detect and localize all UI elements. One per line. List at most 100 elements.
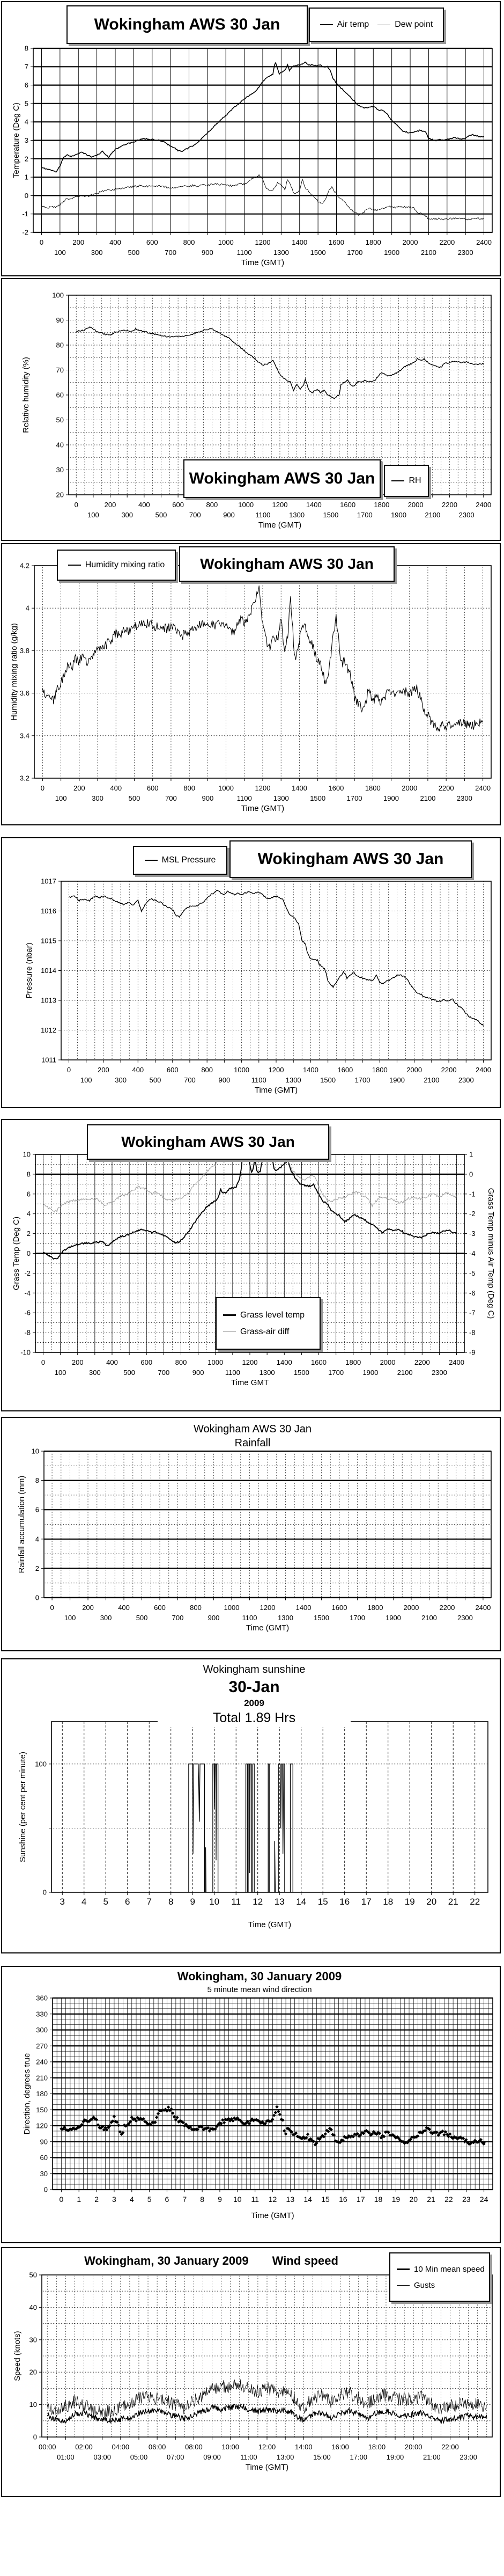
svg-text:800: 800 — [183, 784, 195, 792]
temperature-chart: 0100200300400500600700800900100011001200… — [22, 45, 493, 257]
y-axis-label: Temperature (Deg C) — [12, 103, 21, 178]
svg-text:270: 270 — [36, 2042, 48, 2050]
chart-title: Wokingham AWS 30 Jan — [87, 1124, 329, 1160]
svg-text:1400: 1400 — [292, 784, 307, 792]
svg-text:1000: 1000 — [207, 1358, 223, 1366]
svg-text:500: 500 — [136, 1614, 148, 1622]
svg-text:7: 7 — [182, 2195, 187, 2204]
svg-text:500: 500 — [123, 1368, 135, 1377]
svg-text:2000: 2000 — [403, 238, 418, 246]
svg-text:1017: 1017 — [41, 877, 56, 885]
legend-item: Gusts — [397, 2281, 435, 2290]
pressure-chart: 0 100 200 300 400 500 600 700 800 900100011001200… — [41, 877, 492, 1084]
svg-text:2300: 2300 — [457, 1614, 473, 1622]
svg-text:2300: 2300 — [458, 1076, 474, 1084]
svg-text:300: 300 — [115, 1076, 127, 1084]
x-axis-label: Time (GMT) — [241, 258, 285, 267]
svg-text:2200: 2200 — [414, 1358, 430, 1366]
svg-text:1200: 1200 — [272, 501, 288, 509]
svg-text:15:00: 15:00 — [313, 2453, 331, 2461]
svg-text:6: 6 — [125, 1897, 130, 1907]
svg-text:300: 300 — [89, 1368, 101, 1377]
svg-text:600: 600 — [167, 1066, 179, 1074]
svg-text:40: 40 — [29, 2303, 37, 2311]
svg-text:01:00: 01:00 — [57, 2453, 75, 2461]
chart-title-block: Wokingham sunshine 30-Jan 2009 Total 1.8… — [158, 1663, 351, 1727]
line-sample-icon — [223, 1314, 236, 1316]
svg-text:10: 10 — [233, 2195, 242, 2204]
svg-text:400: 400 — [138, 501, 150, 509]
svg-text:800: 800 — [183, 238, 195, 246]
svg-text:400: 400 — [106, 1358, 118, 1366]
panel-temperature: 0 100 200 300 400 500 600 700 800 900 1000 1100 1200… — [1, 1, 501, 276]
svg-text:1500: 1500 — [323, 511, 338, 519]
svg-text:-3: -3 — [469, 1230, 476, 1238]
svg-text:22: 22 — [470, 1897, 480, 1907]
svg-text:100: 100 — [64, 1614, 76, 1622]
svg-text:-2: -2 — [469, 1210, 476, 1218]
svg-text:09:00: 09:00 — [203, 2453, 221, 2461]
svg-text:0: 0 — [60, 2195, 64, 2204]
svg-text:330: 330 — [36, 2010, 48, 2018]
svg-text:11: 11 — [231, 1897, 241, 1907]
svg-text:1700: 1700 — [347, 794, 362, 802]
y-axis-label: Rainfall accumulation (mm) — [17, 1475, 26, 1574]
svg-text:900: 900 — [219, 1076, 231, 1084]
svg-text:1900: 1900 — [362, 1368, 378, 1377]
svg-text:-5: -5 — [469, 1269, 476, 1277]
svg-text:3.2: 3.2 — [20, 774, 29, 782]
svg-text:1400: 1400 — [292, 238, 307, 246]
x-axis-label: Time (GMT) — [258, 521, 302, 530]
svg-text:900: 900 — [223, 511, 235, 519]
panel-mixing-ratio: 0 100 200 300 400 500 600 700 800 900 1000 1100 1200… — [1, 543, 501, 825]
svg-text:90: 90 — [40, 2138, 48, 2146]
svg-text:9: 9 — [218, 2195, 222, 2204]
svg-text:8: 8 — [35, 1476, 39, 1484]
svg-text:-8: -8 — [469, 1329, 476, 1337]
svg-text:1800: 1800 — [345, 1358, 361, 1366]
svg-text:18: 18 — [383, 1897, 393, 1907]
svg-text:800: 800 — [206, 501, 218, 509]
line-sample-icon — [144, 860, 158, 861]
svg-text:0: 0 — [43, 1889, 47, 1897]
chart-year: 2009 — [244, 1698, 264, 1708]
svg-text:1100: 1100 — [251, 1076, 266, 1084]
panel-wind-speed: 00:00 01:00 02:00 03:00 04:00 05:00 06:00 07:00… — [1, 2247, 501, 2497]
svg-text:2300: 2300 — [457, 794, 472, 802]
svg-text:05:00: 05:00 — [130, 2453, 148, 2461]
svg-text:06:00: 06:00 — [149, 2443, 166, 2451]
svg-text:1700: 1700 — [355, 1076, 370, 1084]
chart-title: Wokingham AWS 30 Jan — [66, 5, 308, 44]
svg-text:1400: 1400 — [277, 1358, 292, 1366]
svg-text:1700: 1700 — [357, 511, 373, 519]
svg-text:11:00: 11:00 — [240, 2453, 257, 2461]
grass-temperature-chart: 0100200300400500600700800900100011001200… — [20, 1151, 476, 1377]
svg-text:19:00: 19:00 — [387, 2453, 404, 2461]
svg-text:1500: 1500 — [314, 1614, 329, 1622]
svg-text:100: 100 — [87, 511, 99, 519]
svg-text:2: 2 — [94, 2195, 99, 2204]
svg-text:08:00: 08:00 — [185, 2443, 203, 2451]
svg-text:-9: -9 — [469, 1349, 476, 1357]
svg-text:1800: 1800 — [365, 784, 381, 792]
chart-title-block: Wokingham, 30 January 2009 Wind speed — [45, 2253, 377, 2269]
svg-text:700: 700 — [172, 1614, 184, 1622]
sunshine-chart: 3 4 5 6 7 8 9 10 11 12 13 14 15 16 17 18 19 20 21 22 0 100 — [35, 1721, 488, 1907]
svg-text:1100: 1100 — [225, 1368, 240, 1377]
svg-text:1300: 1300 — [273, 248, 289, 257]
svg-text:1: 1 — [25, 173, 28, 181]
svg-text:1013: 1013 — [41, 997, 56, 1005]
svg-text:4: 4 — [25, 118, 28, 126]
legend-label: MSL Pressure — [161, 855, 216, 865]
svg-text:0: 0 — [469, 1170, 473, 1178]
svg-text:800: 800 — [175, 1358, 187, 1366]
svg-text:900: 900 — [202, 794, 213, 802]
svg-text:2100: 2100 — [421, 1614, 437, 1622]
wind-speed-chart: 00:0001:0002:0003:0004:0005:0006:0007:00… — [29, 2271, 493, 2461]
chart-title-2: Wind speed — [272, 2254, 338, 2267]
line-sample-icon — [68, 565, 81, 566]
svg-text:9: 9 — [190, 1897, 195, 1907]
line-sample-icon — [391, 480, 405, 481]
svg-text:4: 4 — [35, 1535, 39, 1543]
svg-text:50: 50 — [29, 2271, 37, 2279]
